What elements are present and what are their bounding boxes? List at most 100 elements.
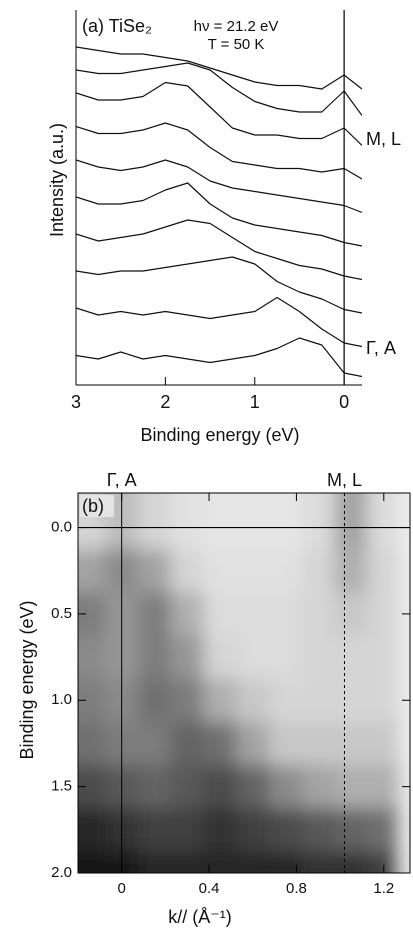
map-cell (138, 765, 172, 809)
y-tick-label: 0.5 (51, 605, 72, 622)
map-cell (203, 635, 237, 680)
map-cell (301, 721, 336, 766)
map-cell (203, 721, 237, 766)
map-cell (78, 851, 106, 873)
y-tick-label: 0.0 (51, 519, 72, 536)
map-cell (334, 851, 368, 873)
map-cell (367, 635, 401, 680)
map-cell (334, 721, 368, 766)
map-cell (78, 721, 106, 766)
spectrum-curve (76, 182, 362, 247)
map-cell (203, 808, 237, 852)
top-label: M, L (327, 470, 362, 490)
map-cell (170, 808, 205, 852)
map-cell (203, 549, 237, 593)
y-tick-label: 2.0 (51, 864, 72, 881)
map-cell (170, 765, 205, 809)
map-cell (367, 721, 401, 766)
map-cell (367, 592, 401, 636)
map-cell (203, 592, 237, 636)
x-tick-label: 1 (250, 392, 260, 412)
map-cell (269, 851, 303, 873)
x-axis-label: k// (Å⁻¹) (168, 907, 232, 927)
x-tick-label: 3 (71, 392, 81, 412)
map-cell (78, 549, 106, 593)
map-cell (170, 678, 205, 723)
map-cell (78, 635, 106, 680)
spectrum-curve (76, 159, 362, 214)
map-cell (138, 592, 172, 636)
map-cell (269, 678, 303, 723)
x-tick-label: 0 (118, 880, 126, 897)
map-cell (236, 721, 270, 766)
map-cell (367, 765, 401, 809)
map-cell (334, 678, 368, 723)
map-cells (78, 493, 410, 873)
map-cell (367, 493, 401, 550)
title-bg (80, 495, 114, 517)
map-cell (138, 851, 172, 873)
x-tick-label: 1.2 (373, 880, 394, 897)
map-cell (301, 851, 336, 873)
x-tick-label: 0.4 (199, 880, 220, 897)
map-cell (203, 851, 237, 873)
map-cell (236, 493, 270, 550)
panel-a: 3 2 1 0 (a) TiSe₂ hν = 21.2 eVT = 50 K M, L Γ, … (47, 10, 401, 445)
y-axis-label: Binding energy (eV) (17, 600, 37, 759)
map-cell (170, 592, 205, 636)
map-cell (138, 678, 172, 723)
map-cell (203, 678, 237, 723)
side-label: Γ, A (366, 338, 396, 358)
x-tick-label: 0.8 (286, 880, 307, 897)
map-cell (301, 765, 336, 809)
y-tick-label: 1.0 (51, 691, 72, 708)
map-cell (301, 493, 336, 550)
map-cell (236, 808, 270, 852)
map-cell (269, 592, 303, 636)
spectrum-curve (76, 81, 362, 146)
map-cell (334, 592, 368, 636)
x-tick-label: 0 (339, 392, 349, 412)
map-cell (301, 808, 336, 852)
map-cell (269, 808, 303, 852)
map-cell (301, 549, 336, 593)
map-cell (334, 808, 368, 852)
map-cell (203, 765, 237, 809)
map-cell (269, 549, 303, 593)
map-cell (236, 765, 270, 809)
side-label: M, L (366, 129, 401, 149)
map-cell (138, 493, 172, 550)
map-cell (236, 549, 270, 593)
y-axis-label: Intensity (a.u.) (47, 123, 67, 237)
map-clip (78, 493, 410, 873)
spectrum-curve (76, 219, 362, 281)
map-cell (400, 493, 410, 550)
map-cell (367, 549, 401, 593)
map-cell (400, 549, 410, 593)
map-cell (334, 549, 368, 593)
map-cell (236, 592, 270, 636)
map-cell (138, 635, 172, 680)
map-cell (301, 592, 336, 636)
frame (77, 492, 411, 874)
annotation: hν = 21.2 eV (194, 18, 279, 35)
map-cell (301, 635, 336, 680)
spectrum-curve (76, 122, 362, 180)
map-cell (203, 493, 237, 550)
map-cell (170, 549, 205, 593)
map-cell (334, 635, 368, 680)
map-cell (138, 549, 172, 593)
panel-title: (b) (82, 496, 104, 516)
map-cell (269, 765, 303, 809)
map-cell (367, 808, 401, 852)
map-cell (367, 678, 401, 723)
map-cell (334, 493, 368, 550)
map-cell (400, 635, 410, 680)
map-cell (334, 765, 368, 809)
map-cell (138, 808, 172, 852)
map-cell (400, 721, 410, 766)
title-bg (80, 14, 160, 38)
map-cell (269, 493, 303, 550)
